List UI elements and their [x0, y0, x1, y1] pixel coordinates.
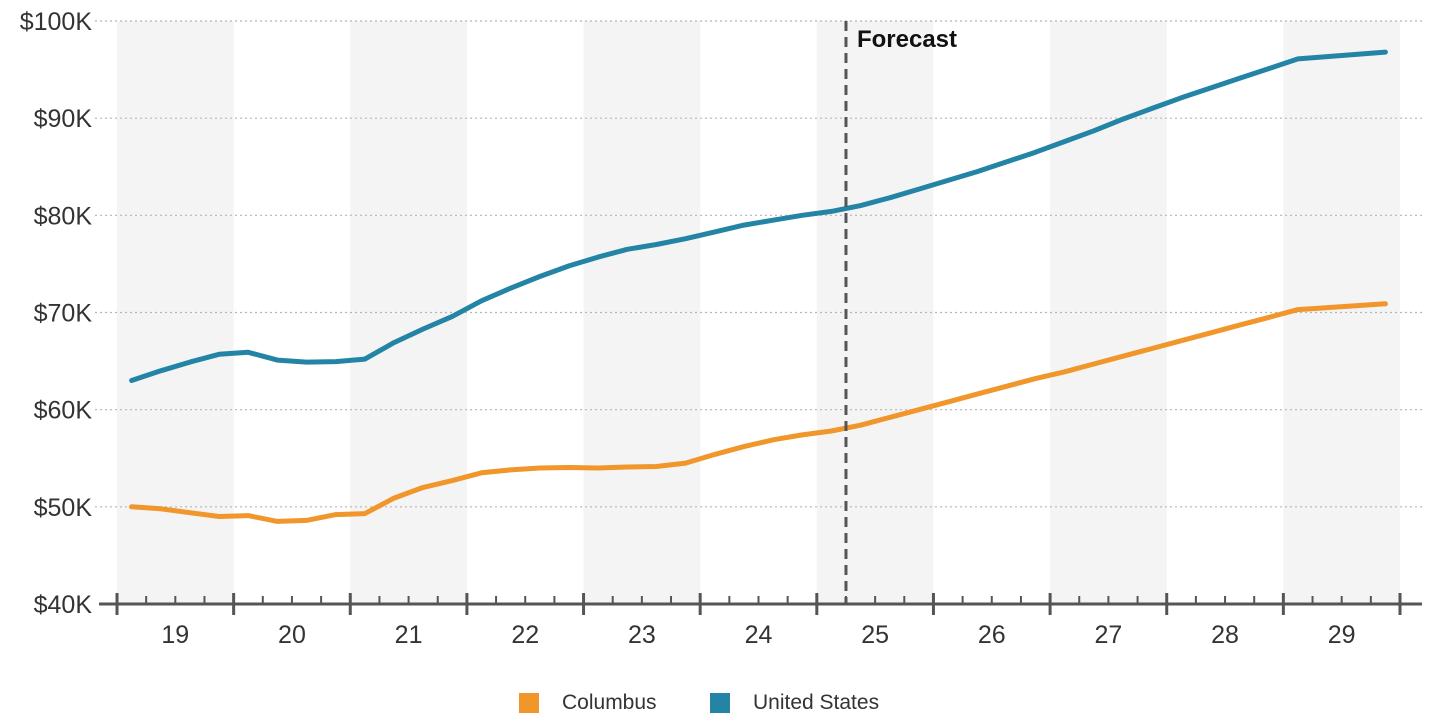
forecast-label: Forecast [857, 26, 957, 53]
gridlines [95, 20, 1425, 508]
x-tick-label: 20 [278, 621, 306, 649]
y-tick-label: $70K [34, 300, 93, 328]
y-axis-tick-labels: $40K $50K $60K $70K $80K $90K $100K [20, 8, 93, 619]
year-bands [117, 21, 1400, 604]
forecast-marker: Forecast [844, 21, 957, 604]
x-tick-label: 19 [161, 621, 189, 649]
x-tick-label: 22 [511, 621, 539, 649]
series-line-columbus [129, 301, 1388, 524]
year-band [350, 21, 467, 604]
x-axis [99, 593, 1422, 615]
y-tick-label: $60K [34, 397, 93, 425]
x-tick-label: 21 [395, 621, 423, 649]
legend-label: Columbus [562, 691, 657, 714]
year-band [1050, 21, 1167, 604]
y-tick-label: $90K [34, 105, 93, 133]
x-axis-tick-labels: 19 20 21 22 23 24 25 26 27 28 29 [161, 621, 1355, 649]
x-tick-label: 25 [861, 621, 889, 649]
legend-swatch [710, 693, 730, 713]
legend-swatch [519, 693, 539, 713]
y-tick-label: $80K [34, 202, 93, 230]
legend-label: United States [753, 691, 879, 714]
y-tick-label: $50K [34, 494, 93, 522]
x-tick-label: 26 [978, 621, 1006, 649]
series-line-united-states [129, 49, 1388, 383]
x-tick-label: 29 [1328, 621, 1356, 649]
x-tick-label: 28 [1211, 621, 1239, 649]
x-tick-label: 23 [628, 621, 656, 649]
y-tick-label: $100K [20, 8, 93, 36]
x-tick-label: 24 [745, 621, 773, 649]
series-lines [129, 49, 1388, 524]
legend: Columbus United States [519, 691, 879, 714]
x-tick-label: 27 [1095, 621, 1123, 649]
y-tick-label: $40K [34, 591, 93, 619]
